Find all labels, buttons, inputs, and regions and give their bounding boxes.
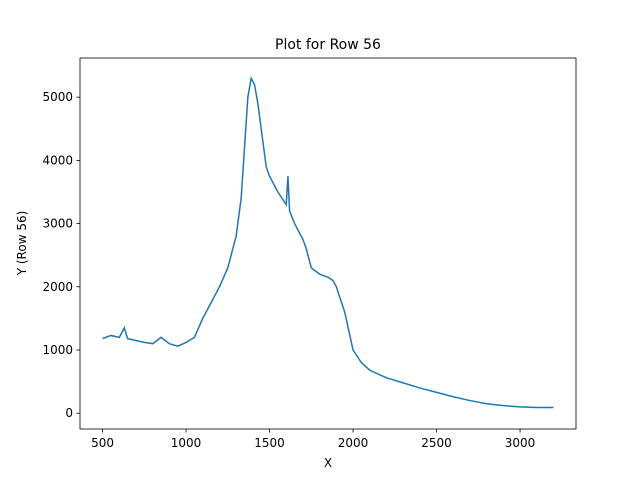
chart-title: Plot for Row 56: [275, 37, 381, 53]
y-tick-label: 4000: [42, 153, 73, 167]
x-axis-label: X: [324, 456, 332, 470]
y-axis-label: Y (Row 56): [15, 211, 29, 277]
y-tick-label: 5000: [42, 90, 73, 104]
x-tick-label: 500: [91, 436, 114, 450]
x-tick-label: 1500: [254, 436, 285, 450]
x-tick-label: 3000: [505, 436, 536, 450]
x-tick-label: 2000: [338, 436, 369, 450]
y-tick-label: 3000: [42, 217, 73, 231]
x-tick-label: 1000: [171, 436, 202, 450]
plot-frame: [79, 57, 577, 430]
data-line: [102, 75, 554, 409]
y-tick-label: 2000: [42, 280, 73, 294]
x-tick-label: 2500: [421, 436, 452, 450]
y-tick-label: 1000: [42, 343, 73, 357]
y-tick-label: 0: [65, 406, 73, 420]
